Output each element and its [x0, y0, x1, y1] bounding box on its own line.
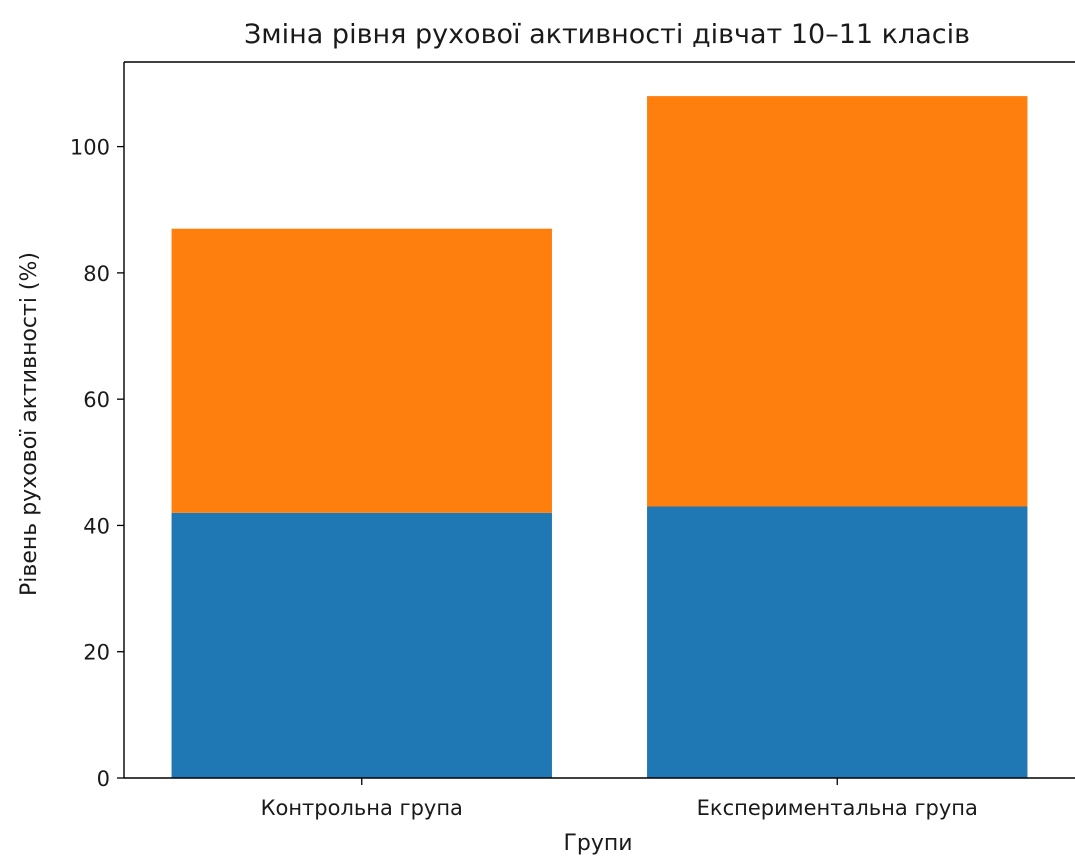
y-axis-label: Рівень рухової активності (%)	[17, 252, 42, 596]
bar-series1-experimental	[647, 506, 1028, 778]
bar-series2-experimental	[647, 96, 1028, 507]
y-tick-label: 100	[70, 136, 110, 160]
x-tick-label: Контрольна група	[261, 796, 463, 820]
y-tick-label: 80	[83, 262, 110, 286]
y-tick-label: 20	[83, 641, 110, 665]
y-tick-label: 40	[83, 514, 110, 538]
bar-series2-control	[171, 228, 552, 513]
axes-layer: Контрольна група Експериментальна група 0 2…	[70, 61, 1075, 820]
y-tick-label: 60	[83, 388, 110, 412]
x-tick-label: Експериментальна група	[697, 796, 978, 820]
y-tick-label: 0	[97, 767, 110, 791]
bar-series1-control	[171, 512, 552, 778]
chart-title: Зміна рівня рухової активності дівчат 10…	[244, 19, 970, 50]
x-axis-label: Групи	[563, 831, 632, 856]
bars-layer	[171, 96, 1028, 778]
